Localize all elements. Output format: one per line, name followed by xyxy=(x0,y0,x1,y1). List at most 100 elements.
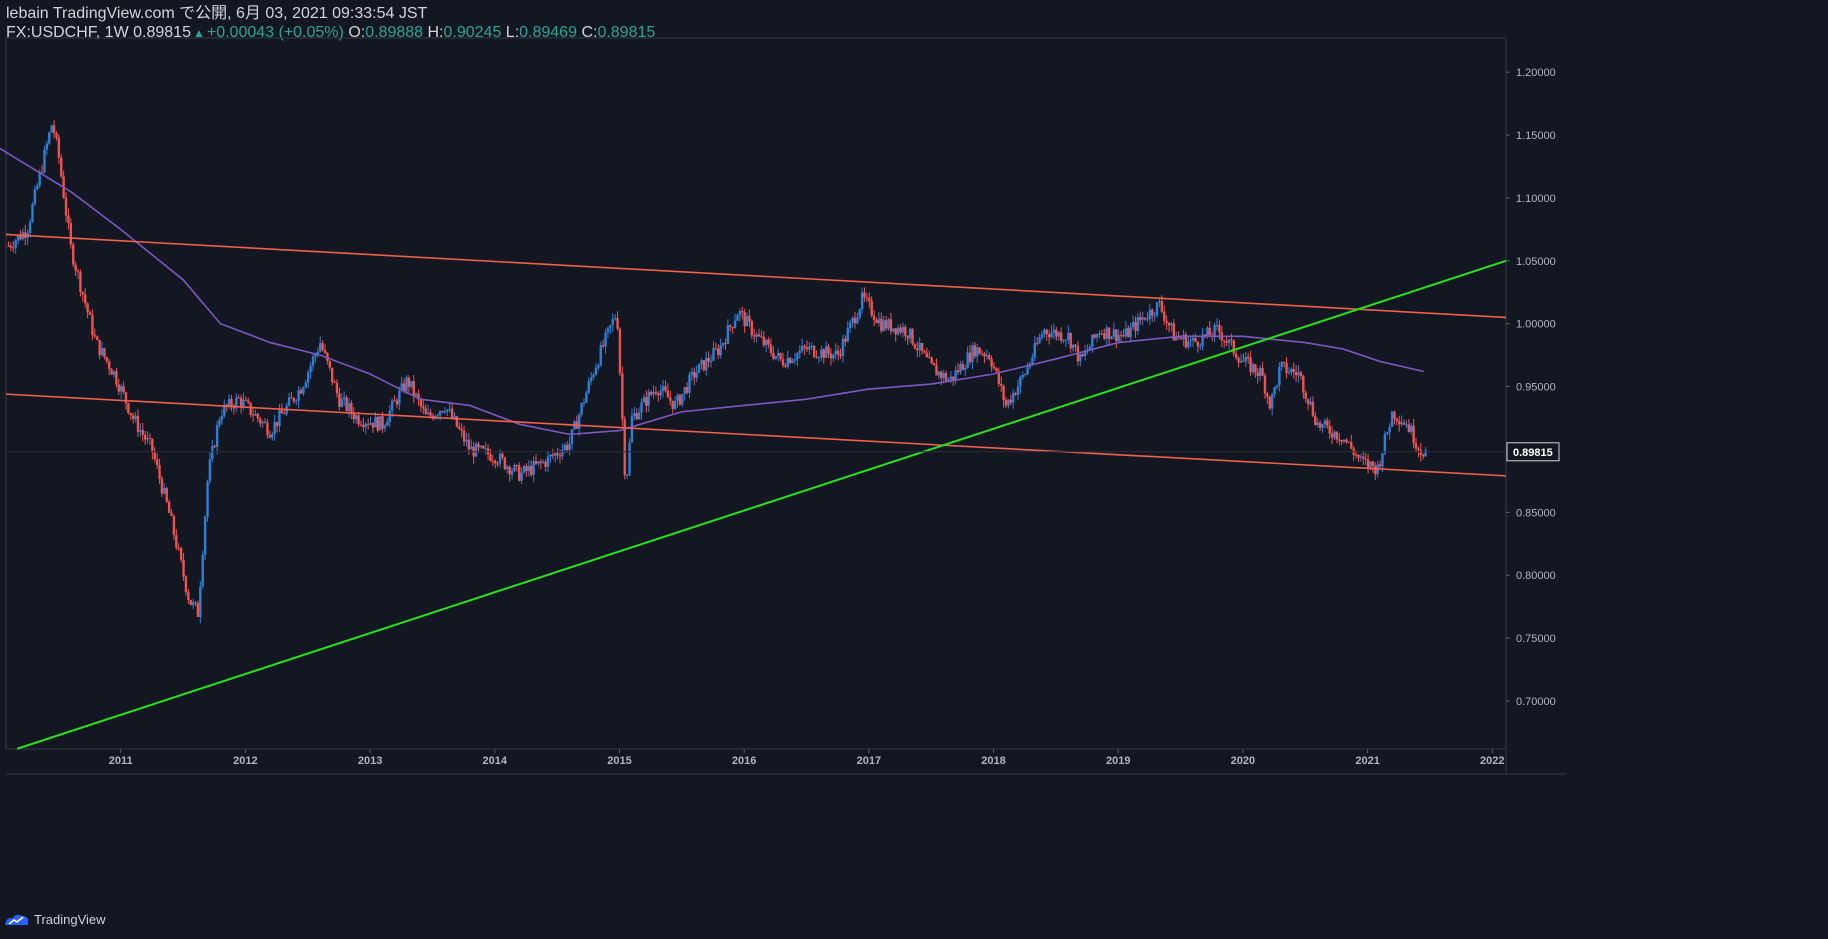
candle-body xyxy=(534,461,538,464)
candle-body xyxy=(45,143,49,150)
candle-body xyxy=(518,465,521,481)
upper-channel xyxy=(5,233,1507,319)
candle-body xyxy=(673,400,677,409)
candle-body xyxy=(882,320,885,331)
candle-body xyxy=(232,406,236,409)
candle-body xyxy=(9,245,13,248)
y-tick-label: 1.20000 xyxy=(1516,67,1556,79)
candle-body xyxy=(657,393,660,396)
candle-body xyxy=(268,435,272,438)
candle-body xyxy=(131,415,135,419)
candle-body xyxy=(721,343,725,346)
candle-body xyxy=(978,347,981,354)
candle-body xyxy=(930,357,933,364)
candle-body xyxy=(134,415,137,419)
candle-body xyxy=(1371,461,1375,466)
candle-body xyxy=(297,390,300,401)
candle-body xyxy=(530,466,533,475)
candle-body xyxy=(1366,459,1370,468)
y-tick-label: 1.10000 xyxy=(1516,193,1556,205)
candle-body xyxy=(695,372,698,378)
candle-body xyxy=(1306,398,1310,405)
candle-body xyxy=(611,319,614,326)
candle-body xyxy=(522,466,526,473)
lower-channel xyxy=(5,393,1507,477)
candle-body xyxy=(944,372,948,381)
candle-body xyxy=(1232,340,1235,354)
candle-body xyxy=(254,413,257,416)
candle-body xyxy=(729,325,732,328)
candle-body xyxy=(1153,315,1156,317)
candle-body xyxy=(599,345,602,366)
candle-body xyxy=(779,353,782,360)
candle-body xyxy=(115,371,118,385)
candle-body xyxy=(805,347,809,350)
candle-body xyxy=(76,270,80,272)
candle-body xyxy=(1112,329,1116,337)
candle-body xyxy=(381,416,384,429)
candle-body xyxy=(414,393,418,396)
candle-body xyxy=(671,400,674,409)
candle-body xyxy=(1050,332,1053,338)
candle-body xyxy=(589,377,593,382)
chart-header: lebain TradingView.com で公開, 6月 03, 2021 … xyxy=(6,4,655,43)
candle-body xyxy=(1328,425,1331,434)
candle-body xyxy=(1246,356,1250,358)
candle-body xyxy=(860,292,864,310)
moving-average-line xyxy=(0,147,1424,436)
candle-body xyxy=(899,327,902,333)
candle-body xyxy=(966,352,969,369)
candle-body xyxy=(717,348,720,356)
candle-body xyxy=(513,464,516,471)
candle-body xyxy=(333,382,336,384)
candle-body xyxy=(1062,340,1065,342)
candle-body xyxy=(283,413,286,415)
tradingview-footer[interactable]: TradingView xyxy=(4,912,106,927)
candle-body xyxy=(1357,454,1360,458)
candle-body xyxy=(1335,431,1339,440)
candle-body xyxy=(1398,420,1401,425)
candle-body xyxy=(1165,320,1168,323)
candle-body xyxy=(338,393,341,407)
candle-body xyxy=(961,364,965,370)
candle-body xyxy=(872,315,876,320)
candle-body xyxy=(793,359,797,361)
candle-body xyxy=(1381,453,1384,467)
candle-body xyxy=(1297,372,1300,376)
candle-body xyxy=(1004,400,1008,406)
candle-body xyxy=(1206,327,1209,336)
candle-body xyxy=(1227,339,1231,343)
candle-body xyxy=(443,411,447,413)
candle-body xyxy=(1019,376,1022,387)
candle-body xyxy=(537,461,540,464)
candle-body xyxy=(659,390,662,396)
candle-body xyxy=(215,425,219,447)
candle-body xyxy=(741,311,744,313)
candle-body xyxy=(1141,317,1144,320)
candle-body xyxy=(688,374,691,393)
candle-body xyxy=(376,416,379,431)
candle-body xyxy=(546,456,550,467)
candle-body xyxy=(1196,341,1200,347)
candle-body xyxy=(143,434,147,440)
candle-body xyxy=(1091,334,1094,347)
candle-body xyxy=(750,321,754,336)
candle-body xyxy=(1393,411,1396,419)
candle-body xyxy=(321,343,324,350)
candle-body xyxy=(419,399,423,407)
candle-body xyxy=(314,354,317,357)
candle-body xyxy=(371,422,375,428)
candle-body xyxy=(731,327,734,329)
candle-body xyxy=(1119,335,1123,337)
candle-body xyxy=(196,603,200,617)
candle-body xyxy=(1095,334,1099,338)
candle-body xyxy=(1189,340,1192,342)
candle-body xyxy=(103,348,106,358)
candle-body xyxy=(1047,334,1051,338)
candle-body xyxy=(817,357,821,359)
candle-body xyxy=(1333,431,1336,438)
candle-body xyxy=(7,245,10,247)
candle-body xyxy=(1081,354,1084,357)
candle-body xyxy=(201,554,204,587)
